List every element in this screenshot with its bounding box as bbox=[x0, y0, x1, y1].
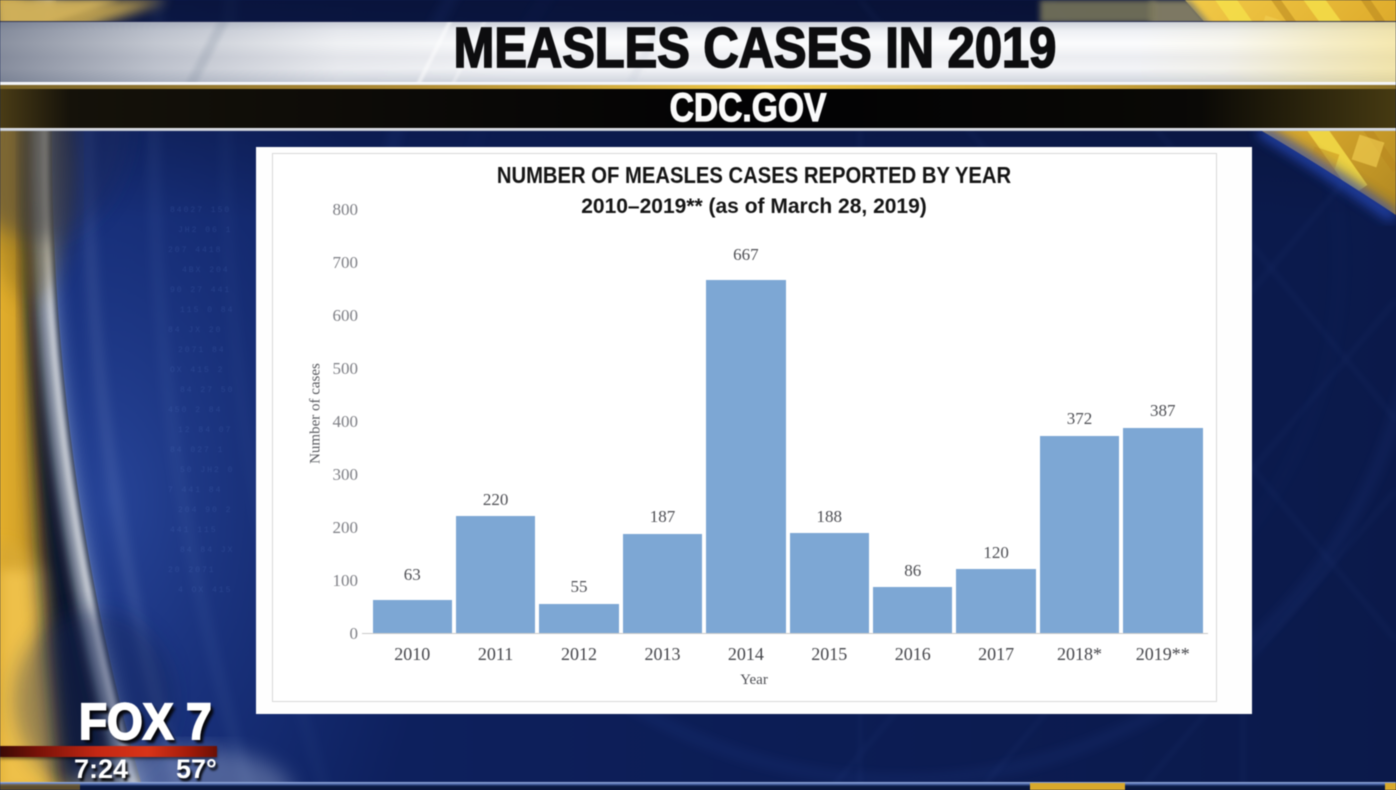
svg-text:84027 150: 84027 150 bbox=[170, 206, 231, 215]
svg-text:207 4418: 207 4418 bbox=[168, 246, 222, 255]
svg-text:84 JX 20: 84 JX 20 bbox=[168, 326, 222, 335]
svg-text:4 OX 415: 4 OX 415 bbox=[178, 586, 232, 595]
svg-text:4BX 204: 4BX 204 bbox=[182, 266, 230, 275]
svg-text:441 115: 441 115 bbox=[170, 526, 218, 535]
svg-text:90 27 441: 90 27 441 bbox=[170, 286, 231, 295]
svg-text:OX 415 2: OX 415 2 bbox=[170, 366, 224, 375]
svg-text:50 JH2 0: 50 JH2 0 bbox=[180, 466, 234, 475]
svg-text:12 84 07: 12 84 07 bbox=[178, 426, 232, 435]
svg-text:JH2 06 1: JH2 06 1 bbox=[178, 226, 232, 235]
svg-text:84 027 1: 84 027 1 bbox=[170, 446, 224, 455]
svg-text:204 90 2: 204 90 2 bbox=[178, 506, 232, 515]
svg-text:115 0 84: 115 0 84 bbox=[180, 306, 234, 315]
svg-text:2071 84: 2071 84 bbox=[178, 346, 226, 355]
svg-text:450 2 84: 450 2 84 bbox=[168, 406, 222, 415]
svg-text:84 84 JX: 84 84 JX bbox=[180, 546, 234, 555]
svg-text:20 2071: 20 2071 bbox=[168, 566, 216, 575]
svg-text:84 27 50: 84 27 50 bbox=[180, 386, 234, 395]
svg-text:7 441 84: 7 441 84 bbox=[168, 486, 222, 495]
